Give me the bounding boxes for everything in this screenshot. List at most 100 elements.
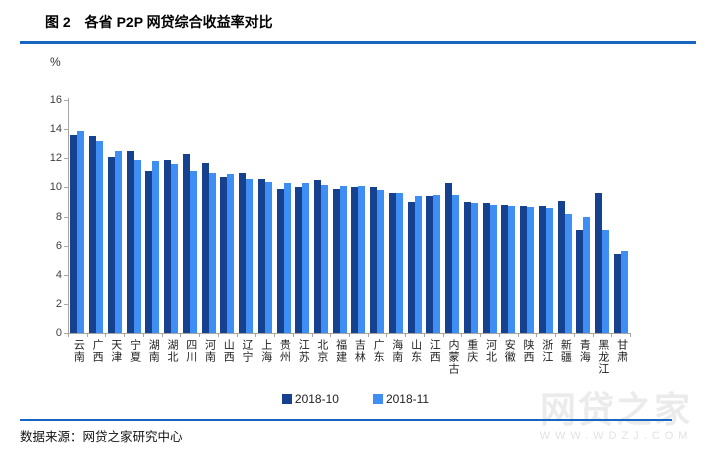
x-category-label: 宁夏 bbox=[128, 339, 141, 363]
y-tick-label: 0 bbox=[55, 327, 62, 339]
bar-2018-10-陕西 bbox=[520, 205, 527, 333]
x-category-label: 山西 bbox=[222, 339, 235, 363]
x-tick-mark bbox=[536, 333, 537, 337]
bar-2018-11-广东 bbox=[377, 190, 385, 333]
bar-2018-10-新疆 bbox=[557, 201, 565, 333]
x-tick-mark bbox=[330, 333, 331, 337]
y-tick-mark bbox=[64, 100, 68, 101]
bar-2018-11-云南 bbox=[77, 130, 85, 333]
x-category-label: 天津 bbox=[109, 339, 122, 363]
x-tick-mark bbox=[312, 333, 313, 337]
x-tick-mark bbox=[574, 333, 575, 337]
x-tick-mark bbox=[518, 333, 519, 337]
y-tick-mark bbox=[64, 275, 68, 276]
bar-2018-11-贵州 bbox=[283, 183, 291, 333]
y-tick-mark bbox=[64, 187, 68, 188]
y-tick-label: 14 bbox=[49, 123, 62, 135]
x-category-label: 云南 bbox=[72, 339, 85, 363]
bar-2018-11-江苏 bbox=[302, 183, 310, 333]
x-tick-mark bbox=[368, 333, 369, 337]
x-tick-mark bbox=[424, 333, 425, 337]
x-category-label: 浙江 bbox=[540, 339, 553, 363]
bar-2018-10-甘肃 bbox=[613, 253, 621, 333]
bar-2018-10-四川 bbox=[182, 153, 190, 333]
bar-2018-10-安徽 bbox=[501, 204, 509, 333]
x-tick-mark bbox=[405, 333, 406, 337]
y-tick-label: 16 bbox=[49, 94, 62, 106]
x-category-label: 湖南 bbox=[147, 339, 160, 363]
bar-2018-10-广西 bbox=[89, 136, 97, 333]
x-tick-mark bbox=[180, 333, 181, 337]
x-category-label: 湖北 bbox=[166, 339, 178, 363]
watermark: 网贷之家 WWW.WDZJ.COM bbox=[536, 389, 696, 443]
x-tick-mark bbox=[555, 333, 556, 337]
x-tick-mark bbox=[461, 333, 462, 337]
x-category-label: 辽宁 bbox=[241, 339, 253, 363]
bar-2018-10-天津 bbox=[107, 156, 115, 333]
bar-2018-10-重庆 bbox=[463, 201, 471, 333]
x-category-label: 四川 bbox=[184, 339, 197, 363]
x-category-label: 福建 bbox=[334, 339, 347, 363]
y-tick-label: 10 bbox=[49, 181, 62, 193]
bar-2018-10-贵州 bbox=[276, 188, 284, 333]
x-category-label: 北京 bbox=[315, 339, 328, 363]
bar-2018-11-黑龙江 bbox=[601, 230, 609, 333]
chart-legend: 2018-10 2018-11 bbox=[0, 392, 711, 406]
bar-2018-11-宁夏 bbox=[133, 159, 141, 333]
x-tick-mark bbox=[237, 333, 238, 337]
bar-2018-11-北京 bbox=[320, 184, 328, 333]
x-category-label: 甘肃 bbox=[615, 339, 628, 363]
bottom-divider-rule bbox=[20, 419, 672, 421]
bar-2018-11-上海 bbox=[264, 181, 272, 333]
x-tick-mark bbox=[630, 333, 631, 337]
x-category-label: 河南 bbox=[203, 339, 216, 363]
bar-2018-10-湖北 bbox=[164, 159, 172, 333]
legend-item-2018-10: 2018-10 bbox=[281, 392, 339, 406]
bar-2018-10-云南 bbox=[70, 135, 78, 333]
bar-2018-11-辽宁 bbox=[246, 178, 253, 333]
y-tick-mark bbox=[64, 333, 68, 334]
bar-2018-11-海南 bbox=[395, 193, 403, 333]
y-axis-unit-label: % bbox=[50, 55, 61, 69]
legend-label: 2018-10 bbox=[294, 392, 339, 406]
watermark-brand-logo: 网贷之家 bbox=[539, 389, 692, 430]
x-tick-mark bbox=[480, 333, 481, 337]
top-divider-rule bbox=[20, 41, 696, 44]
x-category-label: 贵州 bbox=[278, 339, 291, 363]
y-tick-mark bbox=[64, 246, 68, 247]
bar-2018-10-山西 bbox=[220, 177, 228, 333]
bar-2018-10-黑龙江 bbox=[594, 192, 602, 333]
y-tick-label: 8 bbox=[55, 211, 62, 223]
x-category-label: 内蒙古 bbox=[447, 339, 459, 375]
y-tick-mark bbox=[64, 217, 68, 218]
legend-item-2018-11: 2018-11 bbox=[372, 392, 430, 406]
x-tick-mark bbox=[593, 333, 594, 337]
x-tick-mark bbox=[199, 333, 200, 337]
bar-2018-11-浙江 bbox=[545, 207, 553, 333]
x-tick-mark bbox=[143, 333, 144, 337]
figure-title: 图 2 各省 P2P 网贷综合收益率对比 bbox=[45, 14, 273, 30]
bar-2018-10-湖南 bbox=[145, 171, 153, 333]
bar-2018-11-河北 bbox=[489, 204, 497, 333]
legend-label: 2018-11 bbox=[385, 392, 430, 406]
watermark-url: WWW.WDZJ.COM bbox=[539, 430, 693, 442]
bar-2018-11-安徽 bbox=[508, 205, 516, 333]
x-category-label: 江苏 bbox=[297, 339, 310, 363]
bar-2018-11-陕西 bbox=[527, 207, 534, 333]
x-tick-mark bbox=[218, 333, 219, 337]
legend-swatch-2018-11 bbox=[372, 394, 383, 404]
data-source-caption: 数据来源：网贷之家研究中心 bbox=[20, 430, 183, 444]
bar-2018-11-内蒙古 bbox=[452, 195, 460, 333]
bar-2018-10-宁夏 bbox=[126, 151, 134, 333]
bar-2018-11-山西 bbox=[227, 174, 235, 333]
x-category-label: 河北 bbox=[484, 339, 497, 363]
bar-2018-10-内蒙古 bbox=[445, 183, 453, 333]
bar-2018-10-辽宁 bbox=[239, 172, 246, 333]
bar-2018-10-吉林 bbox=[351, 187, 359, 333]
bar-2018-10-福建 bbox=[332, 188, 340, 333]
y-tick-label: 2 bbox=[55, 298, 62, 310]
bar-2018-10-上海 bbox=[257, 178, 265, 333]
x-category-label: 上海 bbox=[259, 339, 272, 363]
x-category-label: 江西 bbox=[428, 339, 441, 363]
